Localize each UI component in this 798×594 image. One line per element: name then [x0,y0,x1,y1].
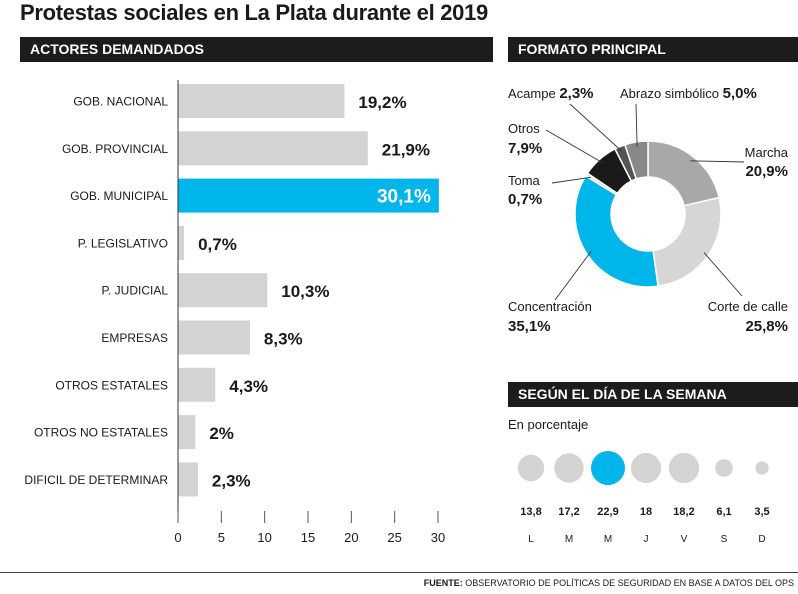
day-label: L [528,534,534,545]
donut-leader-line [635,103,638,147]
bar [178,462,198,497]
donut-slice [623,140,649,180]
bar-value-label: 2,3% [212,471,251,490]
x-tick-label: 30 [431,530,445,545]
donut-slice-name: Concentración [508,299,592,314]
donut-slice [574,174,659,288]
bar-value-label: 30,1% [377,187,431,208]
section-header-actores: ACTORES DEMANDADOS [20,37,493,62]
donut-slice-name: Corte de calle [708,299,788,314]
donut-slice-value: 7,9% [508,140,542,157]
day-label: D [758,534,765,545]
day-bubble [715,459,733,477]
donut-slice [652,196,722,288]
bar-category-label: P. LEGISLATIVO [78,236,168,250]
bar-category-label: GOB. NACIONAL [73,95,168,109]
day-bubble [668,452,700,484]
day-value-label: 3,5 [754,506,769,518]
day-value-label: 22,9 [597,506,618,518]
donut-leader-line [545,129,604,164]
donut-slice-name: Toma [508,173,541,188]
day-value-label: 18,2 [673,506,694,518]
semana-subtitle: En porcentaje [508,417,589,432]
day-bubble [630,452,662,484]
day-value-label: 18 [640,506,652,518]
day-value-label: 17,2 [558,506,579,518]
donut-slice-label: Abrazo simbólico 5,0% [620,85,757,102]
x-tick-label: 10 [257,530,271,545]
bar [178,320,250,355]
day-label: S [721,534,728,545]
day-label: M [604,534,612,545]
day-label: V [681,534,688,545]
x-tick-label: 0 [174,530,181,545]
donut-leader-line [703,252,743,297]
section-header-formato: FORMATO PRINCIPAL [508,37,798,62]
bar-category-label: OTROS ESTATALES [55,378,168,392]
donut-leader-line [554,251,592,301]
x-tick-label: 25 [387,530,401,545]
donut-slice-name: Marcha [745,145,789,160]
bar-category-label: GOB. MUNICIPAL [70,189,168,203]
bar [178,415,196,450]
day-value-label: 13,8 [520,506,541,518]
bar [178,367,216,402]
day-value-label: 6,1 [716,506,731,518]
bar-category-label: GOB. PROVINCIAL [62,142,168,156]
bar [178,178,439,213]
section-header-semana: SEGÚN EL DÍA DE LA SEMANA [508,382,798,407]
bar [178,225,185,260]
bar [178,273,268,308]
footer-text: OBSERVATORIO DE POLÍTICAS DE SEGURIDAD E… [465,578,794,588]
bar-value-label: 8,3% [264,330,303,349]
footer-source: FUENTE: OBSERVATORIO DE POLÍTICAS DE SEG… [424,578,794,588]
bar-value-label: 21,9% [382,140,430,159]
bar [178,131,368,166]
bar-value-label: 4,3% [229,377,268,396]
bar-value-label: 19,2% [358,93,406,112]
donut-slice-value: 35,1% [508,318,551,335]
day-bubble [755,461,769,475]
x-tick-label: 20 [344,530,358,545]
day-bubble [517,454,545,482]
donut-leader-line [551,176,591,184]
bar-value-label: 2% [209,424,234,443]
donut-slice-value: 25,8% [745,318,788,335]
page-title: Protestas sociales en La Plata durante e… [20,0,488,25]
bar-category-label: DIFICIL DE DETERMINAR [24,473,168,487]
donut-slice-value: 20,9% [745,163,788,180]
x-tick-label: 15 [301,530,315,545]
day-bubble [591,451,625,485]
footer-divider [0,572,798,573]
day-bubble [554,453,584,483]
bar-value-label: 0,7% [198,235,237,254]
bar [178,84,345,118]
day-label: J [644,534,649,545]
bar-category-label: OTROS NO ESTATALES [34,426,168,440]
x-tick-label: 5 [218,530,225,545]
footer-label: FUENTE: [423,578,463,588]
bar-category-label: EMPRESAS [101,331,168,345]
donut-leader-line [690,160,745,163]
bar-category-label: P. JUDICIAL [102,284,169,298]
day-label: M [565,534,573,545]
donut-slice-value: 0,7% [508,191,542,208]
bar-value-label: 10,3% [281,282,329,301]
donut-slice-label: Acampe 2,3% [508,85,594,102]
donut-slice-name: Otros [508,121,540,136]
donut-leader-line [569,103,623,152]
